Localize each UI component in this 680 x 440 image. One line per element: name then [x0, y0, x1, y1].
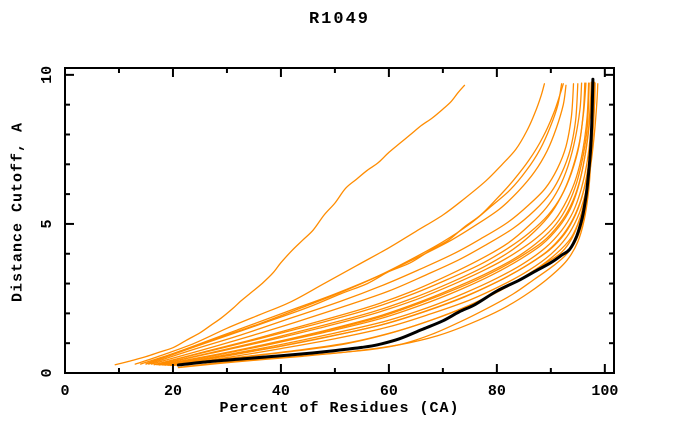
plot-frame [64, 67, 615, 374]
x-tick-label: 40 [272, 383, 290, 400]
y-tick-label: 5 [39, 219, 56, 228]
curve-model-13 [161, 81, 592, 366]
axis-ticks [64, 68, 614, 374]
curve-model-04 [145, 83, 564, 365]
x-tick-label: 60 [380, 383, 398, 400]
curve-model-05 [148, 83, 575, 365]
curve-model-09 [155, 82, 583, 366]
curve-model-16 [169, 83, 599, 367]
curve-model-03 [139, 83, 563, 365]
curve-model-12 [158, 82, 590, 366]
curve-model-18 [162, 82, 593, 366]
chart-title: R1049 [308, 10, 370, 29]
curve-model-07 [153, 82, 586, 366]
curve-model-10 [157, 82, 587, 366]
series-curves [114, 77, 599, 369]
curve-model-06 [150, 83, 579, 365]
x-tick-label: 80 [488, 383, 506, 400]
y-tick-label: 0 [39, 368, 56, 377]
curve-model-02 [134, 83, 546, 365]
curve-model-14 [164, 81, 595, 366]
curve-model-08 [156, 82, 590, 366]
curve-model-outlier [114, 84, 466, 366]
curve-model-17 [172, 83, 595, 367]
x-tick-label: 100 [591, 383, 618, 400]
x-axis-title: Percent of Residues (CA) [219, 400, 460, 417]
x-tick-label: 0 [60, 383, 69, 400]
x-tick-label: 20 [164, 383, 182, 400]
curve-model-21 [180, 83, 594, 368]
y-axis-title-text: Distance Cutoff, A [9, 121, 27, 303]
y-tick-label: 10 [39, 66, 56, 84]
curve-best-model-reference [176, 77, 595, 367]
curve-model-11 [145, 84, 567, 365]
curve-model-22 [177, 83, 595, 369]
tick-labels: 0 20 40 60 80 100 0 5 10 [39, 66, 618, 400]
